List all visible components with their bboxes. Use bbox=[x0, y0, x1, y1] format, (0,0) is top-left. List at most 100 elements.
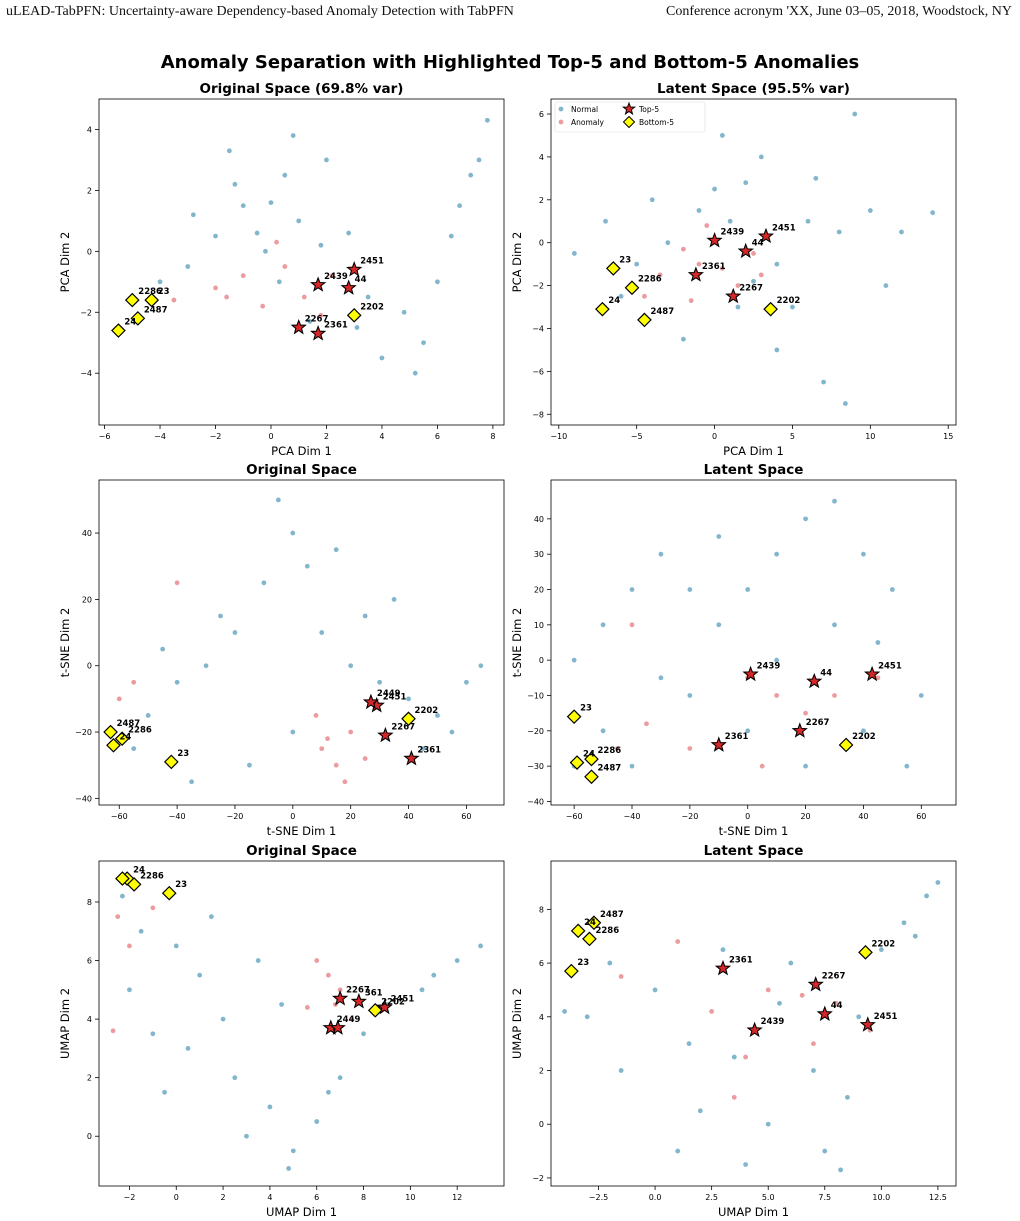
x-tick-label: 10 bbox=[405, 1193, 415, 1202]
point-label: 2286 bbox=[595, 926, 619, 936]
anomaly-point bbox=[116, 696, 122, 702]
x-tick-label: −2 bbox=[210, 432, 222, 441]
legend-label: Bottom-5 bbox=[639, 118, 674, 127]
anomaly-point bbox=[803, 710, 808, 716]
x-tick-label: −40 bbox=[169, 812, 186, 821]
normal-point bbox=[457, 203, 463, 209]
normal-point bbox=[774, 657, 780, 663]
point-label: 2449 bbox=[337, 1015, 361, 1025]
normal-point bbox=[213, 233, 218, 239]
normal-point bbox=[232, 1075, 238, 1081]
legend-marker-top5 bbox=[621, 101, 637, 116]
chart-title: Original Space bbox=[246, 462, 357, 478]
point-label: 23 bbox=[175, 880, 187, 890]
bottom5-diamond bbox=[584, 751, 599, 767]
normal-point bbox=[131, 746, 137, 752]
legend-label: Normal bbox=[571, 105, 598, 114]
normal-point bbox=[600, 622, 606, 628]
point-label: 2202 bbox=[381, 997, 405, 1007]
normal-point bbox=[290, 530, 296, 536]
anomaly-point bbox=[629, 622, 635, 628]
chart-panel-2: Latent Space (95.5% var) −10 −5 0 5 10 15 −8 −6 −… bbox=[510, 81, 957, 458]
y-tick-label: 2 bbox=[539, 196, 544, 205]
normal-point bbox=[150, 1031, 156, 1037]
top5-star bbox=[791, 722, 808, 738]
bottom5-diamond bbox=[858, 944, 873, 960]
normal-point bbox=[365, 294, 371, 300]
normal-point bbox=[805, 218, 811, 224]
point-label: 2439 bbox=[721, 228, 745, 238]
plot-area bbox=[98, 860, 505, 1187]
normal-point bbox=[696, 208, 702, 213]
y-tick-label: −6 bbox=[532, 367, 544, 376]
bottom5-diamond bbox=[163, 754, 179, 770]
x-tick-label: 2 bbox=[221, 1193, 226, 1202]
normal-point bbox=[296, 218, 302, 224]
anomaly-point bbox=[675, 939, 681, 944]
normal-point bbox=[822, 1148, 828, 1154]
anomaly-point bbox=[337, 987, 343, 993]
normal-point bbox=[463, 679, 469, 685]
normal-point bbox=[836, 229, 842, 235]
normal-point bbox=[275, 497, 281, 503]
normal-point bbox=[875, 640, 881, 645]
x-tick-label: 10 bbox=[865, 432, 875, 441]
normal-point bbox=[584, 1014, 590, 1020]
normal-point bbox=[478, 663, 484, 669]
anomaly-point bbox=[765, 987, 771, 993]
normal-point bbox=[687, 693, 693, 698]
y-axis-label: PCA Dim 2 bbox=[58, 232, 72, 293]
x-axis-label: UMAP Dim 1 bbox=[266, 1205, 337, 1219]
x-tick-label: 4 bbox=[379, 432, 384, 441]
normal-point bbox=[774, 347, 780, 353]
y-tick-label: 8 bbox=[87, 898, 92, 907]
normal-point bbox=[838, 1167, 844, 1173]
anomaly-point bbox=[799, 992, 805, 998]
normal-point bbox=[861, 728, 866, 734]
normal-point bbox=[226, 148, 232, 154]
normal-point bbox=[290, 133, 296, 138]
plot-area bbox=[98, 98, 505, 426]
normal-point bbox=[924, 893, 929, 899]
normal-point bbox=[852, 111, 858, 117]
point-label: 23 bbox=[580, 704, 592, 714]
plot-area bbox=[550, 479, 957, 806]
bottom5-diamond bbox=[346, 307, 362, 323]
normal-point bbox=[333, 547, 339, 553]
chart-title: Latent Space bbox=[704, 843, 804, 859]
bottom5-diamond bbox=[605, 261, 621, 276]
chart-title: Original Space (69.8% var) bbox=[200, 81, 404, 97]
normal-point bbox=[813, 175, 819, 181]
anomaly-point bbox=[318, 312, 324, 318]
point-label: 2451 bbox=[383, 693, 407, 703]
bottom5-diamond bbox=[130, 311, 146, 326]
normal-point bbox=[476, 157, 482, 163]
x-tick-label: −40 bbox=[624, 812, 641, 821]
point-label: 24 bbox=[133, 866, 145, 876]
anomaly-point bbox=[688, 298, 694, 304]
normal-point bbox=[484, 117, 490, 123]
anomaly-point bbox=[174, 580, 180, 586]
normal-point bbox=[203, 663, 209, 669]
y-tick-label: −30 bbox=[527, 762, 544, 771]
normal-point bbox=[562, 1009, 567, 1014]
y-tick-label: 20 bbox=[534, 586, 544, 595]
anomaly-point bbox=[313, 713, 319, 718]
normal-point bbox=[268, 200, 274, 205]
y-axis-label: t-SNE Dim 2 bbox=[58, 608, 72, 678]
normal-point bbox=[716, 534, 722, 539]
anomaly-point bbox=[326, 972, 331, 978]
anomaly-point bbox=[709, 1009, 715, 1014]
normal-point bbox=[652, 987, 658, 993]
anomaly-point bbox=[314, 958, 320, 963]
normal-point bbox=[208, 914, 214, 920]
point-label: 2286 bbox=[138, 287, 162, 297]
point-label: 2202 bbox=[852, 732, 876, 742]
y-tick-label: 0 bbox=[87, 662, 92, 671]
bottom5-diamond bbox=[106, 737, 121, 753]
point-label: 361 bbox=[365, 989, 383, 999]
point-label: 2361 bbox=[729, 955, 753, 965]
x-tick-label: 20 bbox=[800, 812, 810, 821]
point-label: 2202 bbox=[415, 706, 439, 716]
top5-star bbox=[329, 1019, 346, 1035]
